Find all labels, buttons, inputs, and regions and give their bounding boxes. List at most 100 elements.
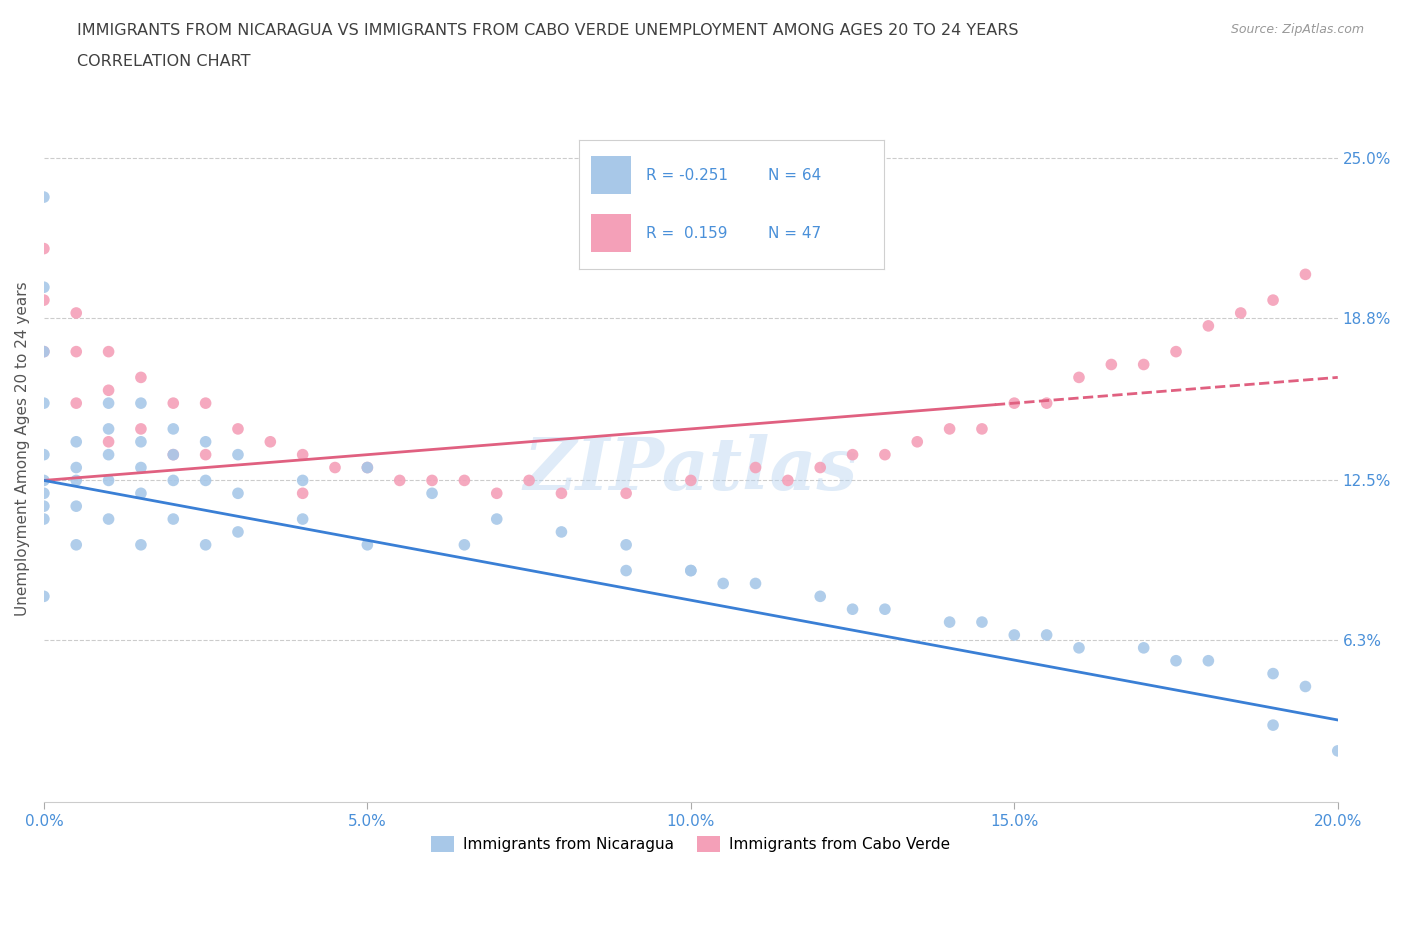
Point xyxy=(162,421,184,436)
Point xyxy=(1002,628,1025,643)
Point xyxy=(129,434,152,449)
Point xyxy=(129,538,152,552)
Point xyxy=(194,434,217,449)
Point xyxy=(32,589,55,604)
Point xyxy=(356,460,378,475)
Text: Source: ZipAtlas.com: Source: ZipAtlas.com xyxy=(1230,23,1364,36)
Point xyxy=(970,615,993,630)
Point xyxy=(744,576,766,591)
FancyBboxPatch shape xyxy=(591,214,631,252)
Point xyxy=(97,383,120,398)
Point xyxy=(1229,306,1251,321)
Text: N = 64: N = 64 xyxy=(768,167,821,182)
Text: ZIPatlas: ZIPatlas xyxy=(524,434,858,505)
Point xyxy=(65,473,87,488)
Point xyxy=(194,538,217,552)
Point xyxy=(65,538,87,552)
Point xyxy=(550,525,572,539)
Text: IMMIGRANTS FROM NICARAGUA VS IMMIGRANTS FROM CABO VERDE UNEMPLOYMENT AMONG AGES : IMMIGRANTS FROM NICARAGUA VS IMMIGRANTS … xyxy=(77,23,1019,38)
Point xyxy=(1132,641,1154,656)
Point xyxy=(32,293,55,308)
Point xyxy=(1132,357,1154,372)
Point xyxy=(614,564,637,578)
Point xyxy=(420,473,443,488)
Point xyxy=(259,434,281,449)
Point xyxy=(129,421,152,436)
Point xyxy=(97,395,120,410)
Point xyxy=(129,370,152,385)
Point xyxy=(194,395,217,410)
Point xyxy=(1067,370,1090,385)
Point xyxy=(32,498,55,513)
Point xyxy=(129,395,152,410)
Point xyxy=(65,344,87,359)
Point xyxy=(291,485,314,500)
Point xyxy=(162,473,184,488)
Point xyxy=(162,447,184,462)
Point xyxy=(1035,395,1057,410)
Point xyxy=(32,190,55,205)
Point xyxy=(517,473,540,488)
Point xyxy=(679,564,702,578)
Point xyxy=(97,447,120,462)
Point xyxy=(226,421,249,436)
Point xyxy=(1164,344,1187,359)
Point xyxy=(1002,395,1025,410)
Point xyxy=(808,589,831,604)
Text: R =  0.159: R = 0.159 xyxy=(645,226,727,241)
Point xyxy=(679,564,702,578)
Point xyxy=(970,421,993,436)
Point xyxy=(65,306,87,321)
Point xyxy=(323,460,346,475)
Point xyxy=(1035,628,1057,643)
Point xyxy=(194,473,217,488)
Point xyxy=(65,434,87,449)
Point xyxy=(226,525,249,539)
Point xyxy=(32,485,55,500)
FancyBboxPatch shape xyxy=(591,155,631,194)
Point xyxy=(841,447,863,462)
Point xyxy=(32,447,55,462)
Point xyxy=(938,421,960,436)
Point xyxy=(356,460,378,475)
Point xyxy=(614,485,637,500)
Point xyxy=(1261,666,1284,681)
Point xyxy=(776,473,799,488)
Point xyxy=(1326,743,1348,758)
Point xyxy=(388,473,411,488)
Point xyxy=(808,460,831,475)
Point xyxy=(194,447,217,462)
Point xyxy=(420,485,443,500)
Point xyxy=(162,447,184,462)
Point xyxy=(32,280,55,295)
Point xyxy=(905,434,928,449)
Point xyxy=(744,460,766,475)
Point xyxy=(485,485,508,500)
Point xyxy=(65,498,87,513)
Point xyxy=(1294,267,1316,282)
Point xyxy=(1197,318,1219,333)
Point xyxy=(453,473,475,488)
Point xyxy=(32,395,55,410)
Point xyxy=(97,421,120,436)
Point xyxy=(711,576,734,591)
Point xyxy=(97,512,120,526)
Point xyxy=(226,485,249,500)
Text: R = -0.251: R = -0.251 xyxy=(645,167,728,182)
Text: N = 47: N = 47 xyxy=(768,226,821,241)
Point xyxy=(1067,641,1090,656)
Point xyxy=(291,512,314,526)
Point xyxy=(356,538,378,552)
Point xyxy=(550,485,572,500)
Point xyxy=(97,344,120,359)
Point xyxy=(614,538,637,552)
Point xyxy=(1164,653,1187,668)
Point xyxy=(129,485,152,500)
Point xyxy=(129,460,152,475)
Point xyxy=(1197,653,1219,668)
Point xyxy=(32,473,55,488)
Point xyxy=(162,395,184,410)
Point xyxy=(226,447,249,462)
Point xyxy=(65,395,87,410)
Point xyxy=(841,602,863,617)
